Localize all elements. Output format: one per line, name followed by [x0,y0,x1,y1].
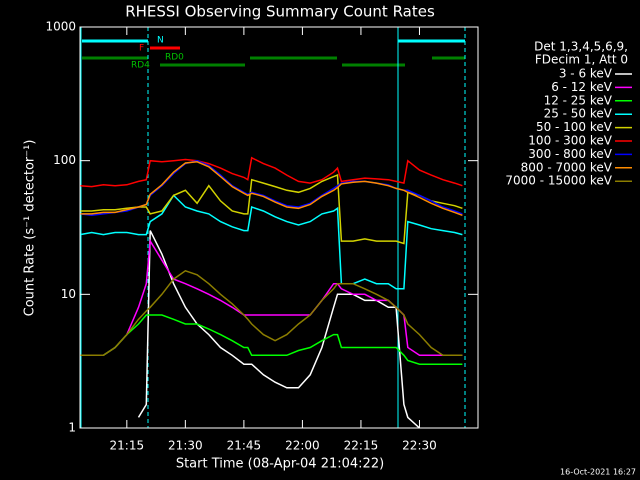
legend-label: 25 - 50 keV [544,107,613,121]
flag-label: RD4 [131,61,150,71]
legend-label: 7000 - 15000 keV [505,174,612,188]
flag-label: RD0 [165,53,184,63]
x-tick-label: 22:30 [402,439,437,453]
status-bars [80,27,466,428]
series-line [80,174,463,245]
legend-label: 50 - 100 keV [536,120,613,134]
x-tick-label: 22:15 [344,439,379,453]
legend-label: 12 - 25 keV [544,93,613,107]
series-line [80,269,463,357]
series-line [80,314,463,365]
x-tick-label: 21:30 [168,439,203,453]
series-line [79,156,463,188]
y-tick-label: 1000 [45,20,76,34]
y-tick-label: 100 [53,153,76,167]
legend-label: 6 - 12 keV [551,80,613,94]
plot-frame [79,26,479,429]
legend-label: 3 - 6 keV [559,67,613,81]
legend-label: 300 - 800 keV [528,147,612,161]
legend-title: Det 1,3,4,5,6,9, [534,40,628,54]
x-tick-label: 21:45 [227,439,262,453]
legend-title: FDecim 1, Att 0 [535,53,628,67]
timestamp: 16-Oct-2021 16:27 [560,468,636,477]
chart-title: RHESSI Observing Summary Count Rates [125,3,435,21]
y-axis-label: Count Rate (s⁻¹ detector⁻¹) [23,140,38,317]
legend-label: 100 - 300 keV [528,134,612,148]
x-tick-label: 21:15 [110,439,145,453]
series-line [137,230,421,429]
flag-label: N [157,36,164,46]
x-tick-label: 22:00 [285,439,320,453]
flag-label: F [139,44,144,54]
y-tick-label: 10 [61,287,76,301]
series-line [80,161,463,217]
y-tick-label: 1 [68,421,76,435]
x-axis-label: Start Time (08-Apr-04 21:04:22) [176,457,384,472]
legend-label: 800 - 7000 keV [521,160,613,174]
series-line [79,194,463,290]
plot-area [79,156,463,429]
